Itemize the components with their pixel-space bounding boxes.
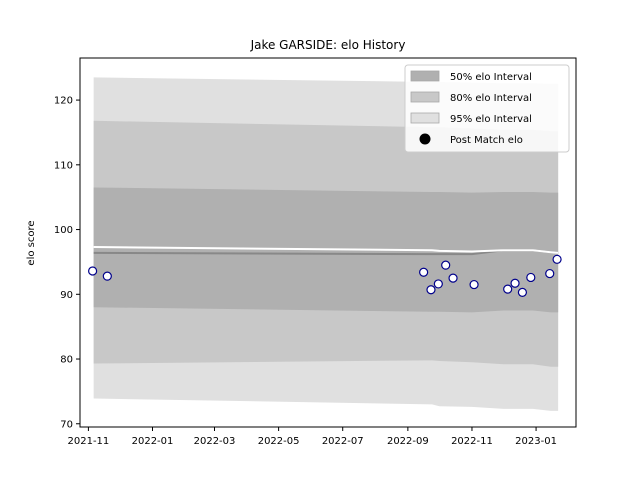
y-tick-label: 80 [60,355,73,366]
y-tick-label: 120 [54,96,73,107]
x-tick-label: 2022-07 [322,436,364,447]
post-match-elo-point-12 [526,272,536,283]
post-match-elo-point-14 [552,254,562,264]
x-axis: 2021-11 2022-01 2022-03 2022-05 2022-07 2022-… [68,427,557,447]
axes-frame [79,57,577,428]
legend-marker-4 [419,133,431,145]
x-tick-label: 2022-03 [194,436,236,447]
post-match-elo-point-10 [510,278,520,288]
post-match-elo-point-8 [469,279,479,290]
legend-swatch-3 [410,112,440,124]
x-tick-label: 2022-11 [451,436,493,447]
legend-label-1: 50% elo Interval [450,72,532,83]
chart-title: Jake GARSIDE: elo History [250,38,406,52]
legend-box [404,64,570,153]
legend: 50% elo Interval 80% elo Interval 95% elo … [404,64,570,153]
post-match-elo-point-4 [426,285,436,295]
x-tick-label: 2023-01 [515,436,557,447]
y-axis: 70 80 90 100 110 120 [54,96,80,430]
legend-swatch-2 [410,91,440,103]
post-match-elo-point-1 [88,266,98,276]
post-match-elo-point-5 [433,279,443,289]
legend-label-3: 95% elo Interval [450,114,532,125]
post-match-elo-point-11 [517,287,528,297]
mean-elo-line [93,246,559,254]
post-match-elo-point-6 [441,260,451,270]
post-match-elo-point-13 [545,268,555,279]
post-match-elo-point-7 [448,273,458,283]
legend-label-2: 80% elo Interval [450,93,532,104]
plot-area [88,77,562,411]
y-axis-label: elo score [26,220,37,265]
y-tick-label: 110 [54,160,73,171]
x-tick-label: 2022-05 [258,436,300,447]
y-tick-label: 100 [54,225,73,236]
y-tick-label: 90 [60,290,73,301]
legend-label-4: Post Match elo [450,135,523,146]
x-tick-label: 2022-09 [387,436,429,447]
x-tick-label: 2022-01 [132,436,174,447]
x-tick-label: 2021-11 [68,436,110,447]
post-match-elo-point-3 [419,267,429,277]
legend-swatch-1 [410,70,440,82]
post-match-elo-point-9 [503,284,513,294]
y-tick-label: 70 [60,419,73,430]
post-match-elo-point-2 [102,271,112,281]
